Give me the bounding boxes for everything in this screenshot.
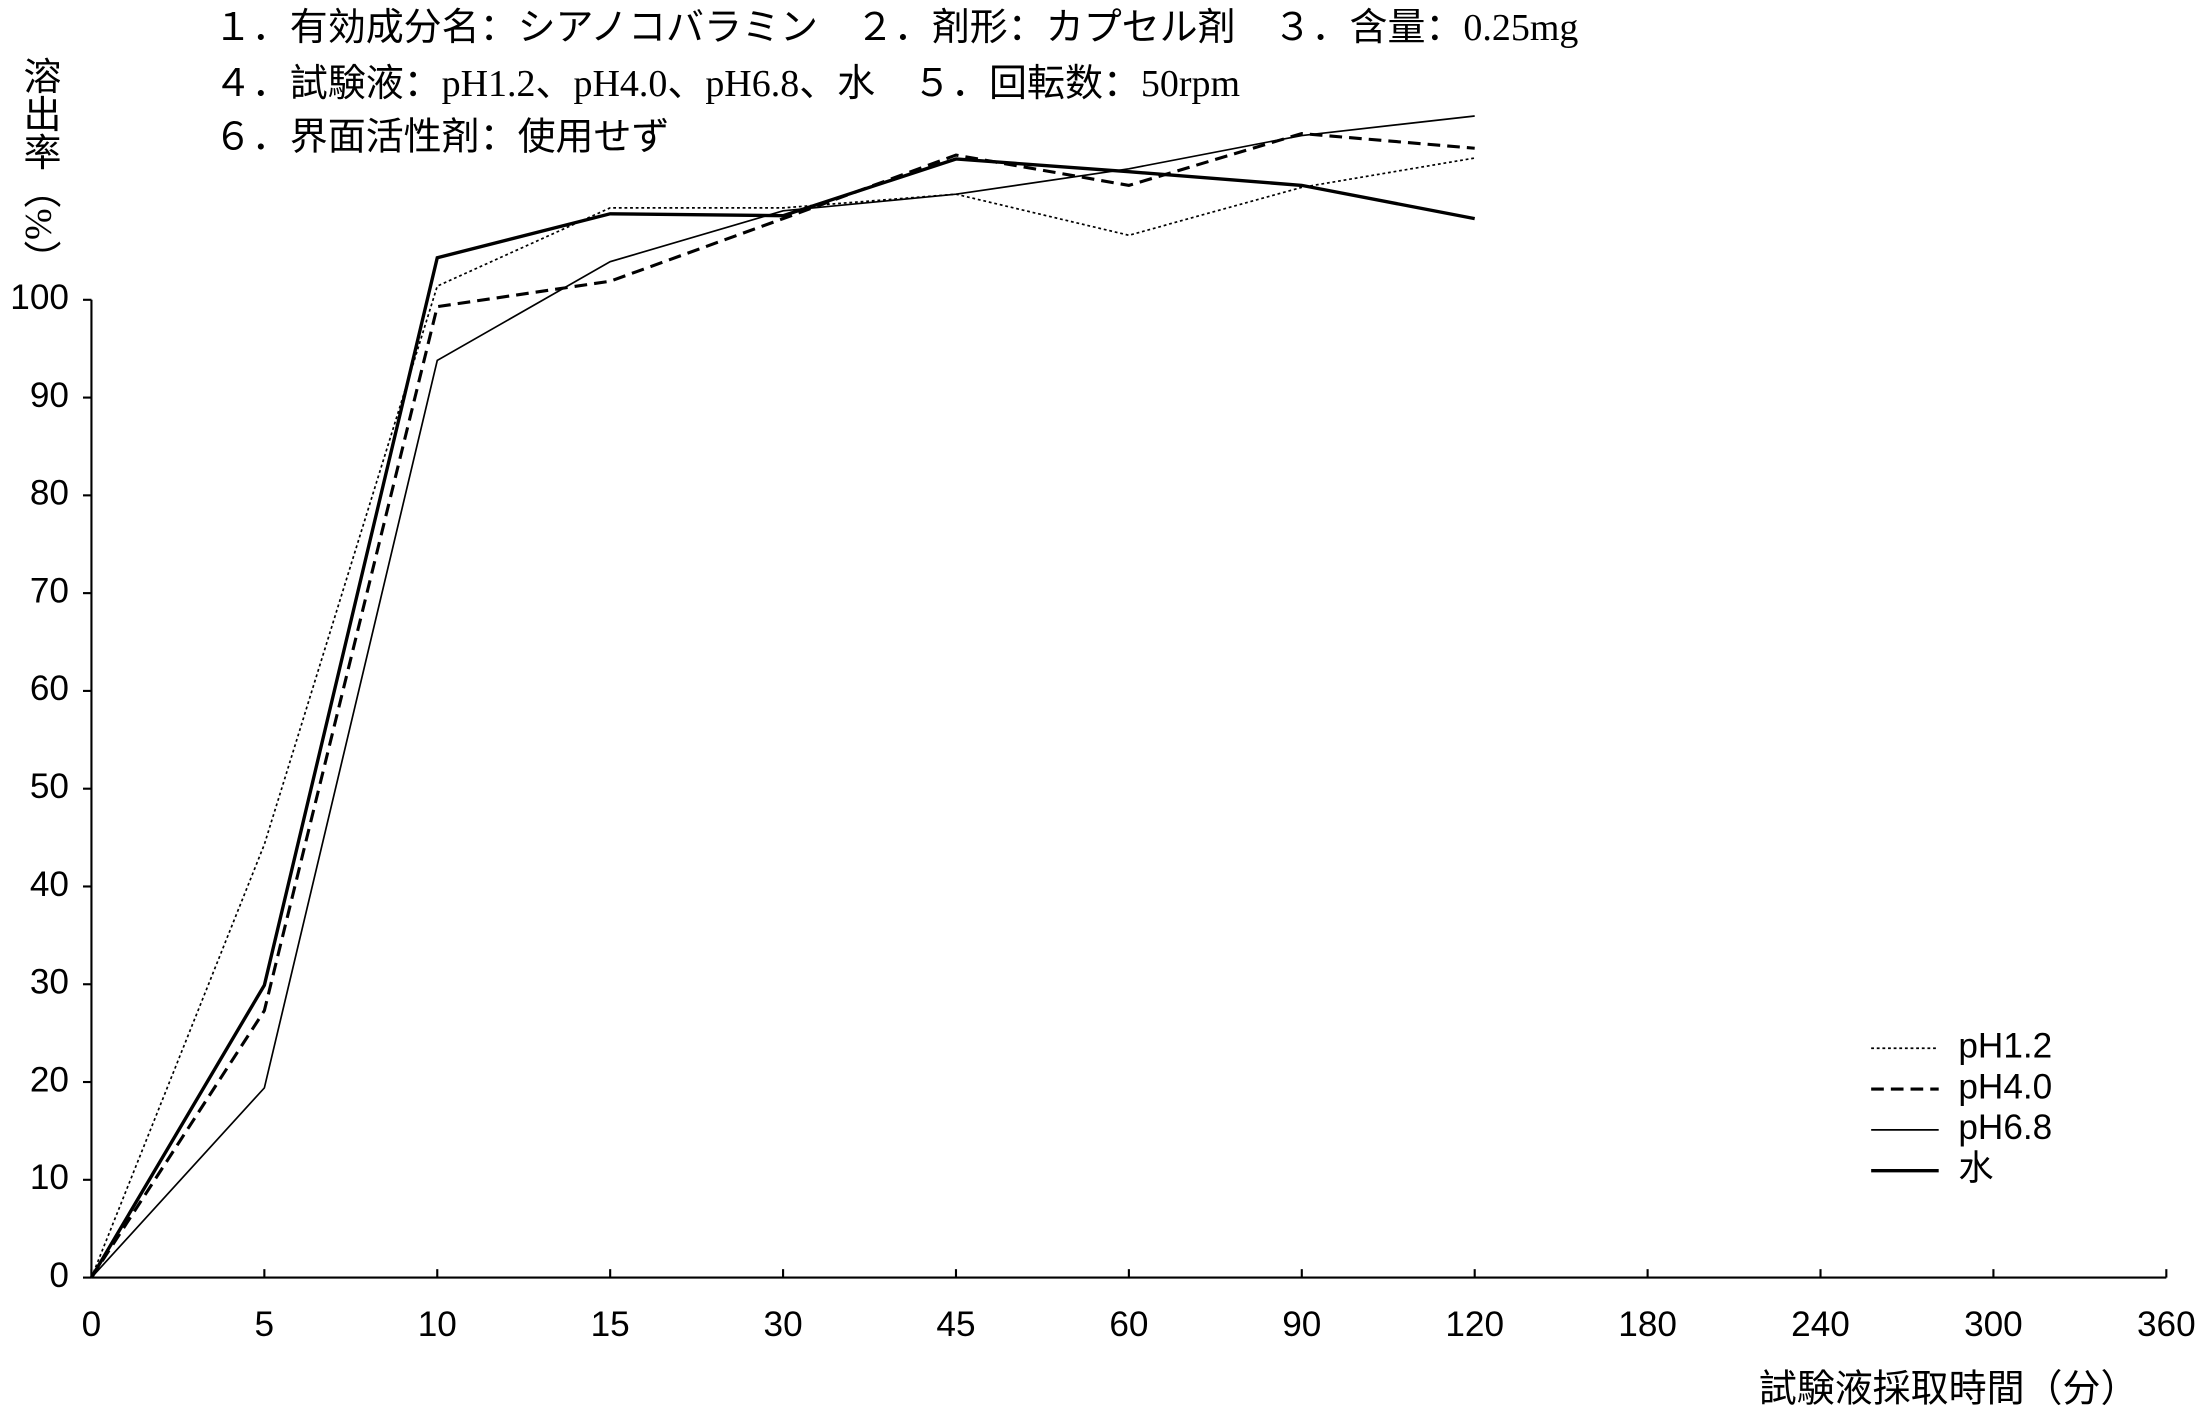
series-line: [89, 157, 1476, 1279]
series-line: [90, 132, 1475, 1279]
x-tick-label: 120: [1445, 1305, 1504, 1344]
y-tick-label: 60: [30, 669, 69, 708]
legend-label: pH4.0: [1958, 1067, 2052, 1106]
x-tick-label: 0: [82, 1305, 102, 1344]
legend-label: pH6.8: [1958, 1108, 2052, 1147]
title-line: １．有効成分名：シアノコバラミン ２．剤形：カプセル剤 ３．含量：0.25mg: [214, 7, 1579, 49]
x-tick-label: 15: [591, 1305, 630, 1344]
x-tick-label: 5: [255, 1305, 275, 1344]
y-tick-label: 30: [30, 963, 69, 1002]
x-tick-label: 60: [1109, 1305, 1148, 1344]
title-line: ６．界面活性剤：使用せず: [214, 117, 670, 159]
legend-label: pH1.2: [1958, 1027, 2052, 1066]
x-tick-label: 360: [2137, 1305, 2196, 1344]
y-tick-label: 40: [30, 865, 69, 904]
x-tick-label: 10: [418, 1305, 457, 1344]
y-tick-label: 100: [10, 278, 69, 317]
x-tick-label: 45: [936, 1305, 975, 1344]
y-tick-label: 90: [30, 376, 69, 415]
y-axis-label: 溶出率（%）: [17, 56, 61, 278]
x-tick-label: 30: [764, 1305, 803, 1344]
x-tick-label: 180: [1618, 1305, 1677, 1344]
y-tick-label: 20: [30, 1060, 69, 1099]
x-tick-label: 90: [1282, 1305, 1321, 1344]
series-line: [90, 115, 1475, 1279]
y-tick-label: 0: [49, 1256, 69, 1295]
x-tick-label: 300: [1964, 1305, 2023, 1344]
y-tick-label: 70: [30, 571, 69, 610]
series-line: [90, 157, 1475, 1278]
x-tick-label: 240: [1791, 1305, 1850, 1344]
y-tick-label: 10: [30, 1158, 69, 1197]
y-tick-label: 50: [30, 767, 69, 806]
x-axis-label: 試験液採取時間（分）: [1759, 1369, 2139, 1411]
y-tick-label: 80: [30, 474, 69, 513]
title-line: ４．試験液：pH1.2、pH4.0、pH6.8、水 ５．回転数：50rpm: [214, 63, 1240, 105]
legend-label: 水: [1958, 1149, 1993, 1188]
